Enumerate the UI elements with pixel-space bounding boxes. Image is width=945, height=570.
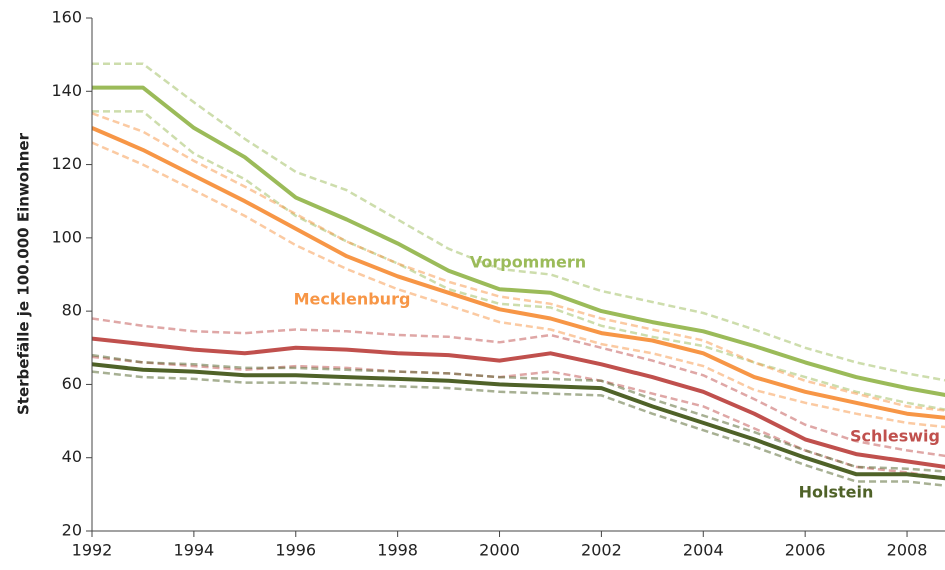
x-tick-label: 1996 xyxy=(275,541,316,560)
band-line xyxy=(92,110,945,411)
band-line xyxy=(92,141,945,429)
band-line xyxy=(92,112,945,412)
y-tick-label: 160 xyxy=(51,8,82,27)
x-tick-label: 1998 xyxy=(377,541,418,560)
y-tick-label: 140 xyxy=(51,81,82,100)
x-tick-label: 1992 xyxy=(72,541,113,560)
y-tick-label: 100 xyxy=(51,227,82,246)
y-tick-label: 20 xyxy=(62,521,82,540)
series-label: Vorpommern xyxy=(470,253,586,272)
x-tick-label: 2004 xyxy=(683,541,724,560)
x-tick-label: 2002 xyxy=(581,541,622,560)
band-line xyxy=(92,317,945,458)
x-tick-label: 1994 xyxy=(174,541,215,560)
band-line xyxy=(92,370,945,487)
series-label: Schleswig xyxy=(850,427,940,446)
x-tick-label: 2000 xyxy=(479,541,520,560)
series-line xyxy=(92,336,945,469)
series-line xyxy=(92,362,945,481)
band-line xyxy=(92,355,945,480)
y-axis-label: Sterbefälle je 100.000 Einwohner xyxy=(15,132,33,415)
series-line xyxy=(92,85,945,397)
y-tick-label: 40 xyxy=(62,447,82,466)
series-line xyxy=(92,126,945,420)
band-line xyxy=(92,62,945,382)
series-label: Holstein xyxy=(799,483,874,502)
band-line xyxy=(92,353,945,473)
x-tick-label: 2008 xyxy=(887,541,928,560)
plot-area xyxy=(92,62,945,487)
series-label: Mecklenburg xyxy=(294,290,411,309)
y-tick-label: 60 xyxy=(62,374,82,393)
y-tick-label: 120 xyxy=(51,154,82,173)
x-tick-label: 2006 xyxy=(785,541,826,560)
y-tick-label: 80 xyxy=(62,301,82,320)
